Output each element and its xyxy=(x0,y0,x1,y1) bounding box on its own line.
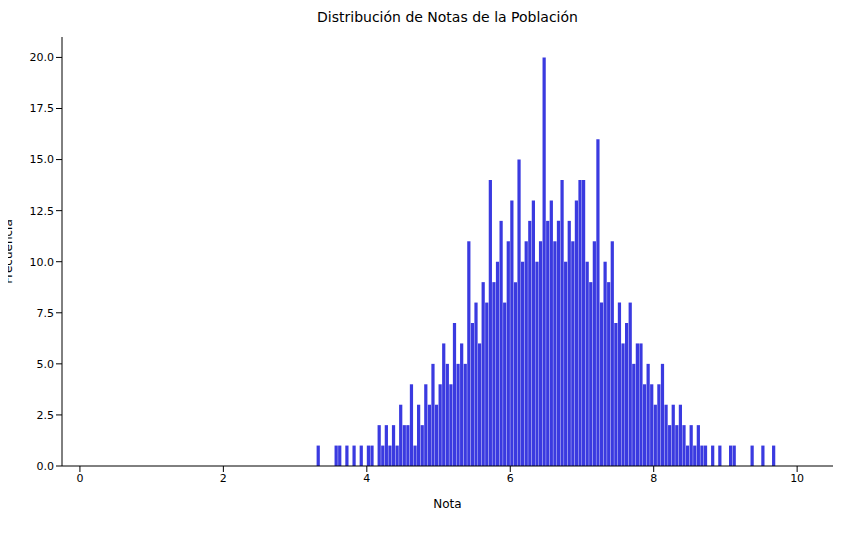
svg-text:Nota: Nota xyxy=(433,497,461,511)
svg-text:10.0: 10.0 xyxy=(30,256,55,269)
svg-text:10: 10 xyxy=(790,472,804,485)
svg-text:4: 4 xyxy=(363,472,370,485)
svg-text:Frecuencia: Frecuencia xyxy=(8,219,15,284)
svg-text:2: 2 xyxy=(220,472,227,485)
svg-text:0.0: 0.0 xyxy=(37,460,55,473)
svg-text:6: 6 xyxy=(507,472,514,485)
svg-text:0: 0 xyxy=(76,472,83,485)
html-text:Distribución de Notas de la Po: Distribución de Notas de la Población xyxy=(317,9,578,25)
svg-text:17.5: 17.5 xyxy=(30,102,55,115)
svg-text:12.5: 12.5 xyxy=(30,205,55,218)
svg-text:15.0: 15.0 xyxy=(30,153,55,166)
svg-text:8: 8 xyxy=(650,472,657,485)
svg-text:5.0: 5.0 xyxy=(37,358,55,371)
svg-text:20.0: 20.0 xyxy=(30,51,55,64)
svg-text:7.5: 7.5 xyxy=(37,307,55,320)
svg-text:2.5: 2.5 xyxy=(37,409,55,422)
